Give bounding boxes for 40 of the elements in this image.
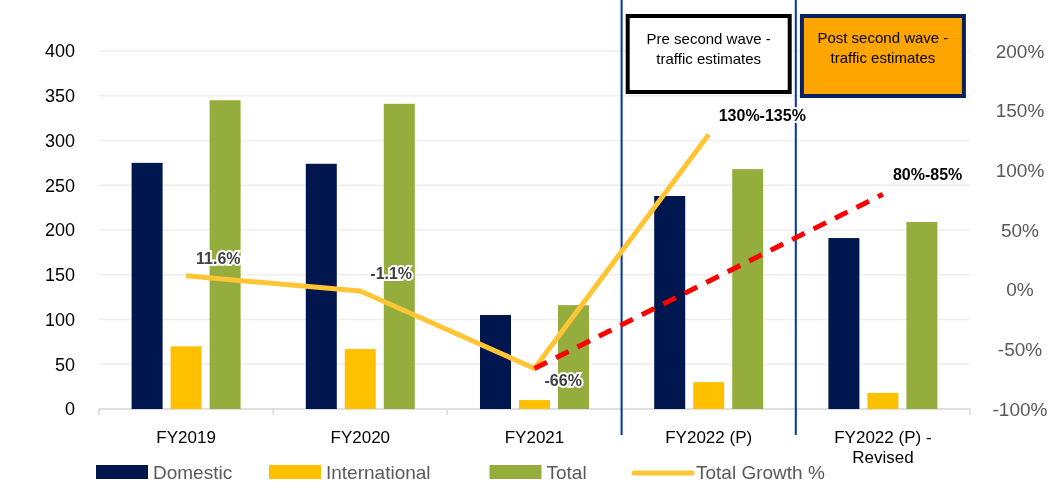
y-tick-label: 50	[54, 354, 75, 375]
y-tick-label: 350	[44, 86, 75, 107]
x-tick-label: FY2020	[330, 428, 391, 447]
band-label: Post second wave - traffic estimates	[817, 29, 949, 66]
bar	[828, 238, 860, 409]
y2-tick-label: 50%	[1000, 219, 1040, 241]
band-label: Pre second wave - traffic estimates	[646, 30, 771, 67]
y2-tick-label: -100%	[992, 398, 1048, 420]
y2-tick-label: 200%	[995, 40, 1045, 62]
y-tick-label: 300	[44, 130, 75, 151]
x-tick-label: FY2021	[504, 428, 565, 447]
data-label: 80%-85%	[892, 166, 963, 184]
bar	[519, 400, 550, 409]
x-tick-label: FY2022 (P) - Revised	[834, 428, 932, 467]
y-tick-label: 150	[44, 265, 75, 286]
bar	[654, 195, 686, 409]
bar	[693, 382, 725, 409]
y-tick-label: 250	[44, 175, 75, 196]
bar	[867, 392, 899, 409]
bar	[344, 349, 376, 409]
y2-tick-label: 100%	[995, 159, 1045, 181]
bar	[170, 346, 202, 409]
bar	[131, 162, 163, 409]
y-tick-label: 200	[44, 220, 75, 241]
y-tick-label: 400	[44, 41, 75, 62]
bar	[305, 163, 337, 409]
legend-label: Domestic	[153, 462, 233, 483]
y2-tick-label: 150%	[995, 100, 1045, 122]
y-tick-label: 100	[44, 309, 75, 330]
y2-tick-label: 0%	[1006, 279, 1034, 301]
x-tick-label: FY2022 (P)	[665, 428, 753, 447]
bar	[906, 221, 938, 409]
y2-tick-label: -50%	[997, 338, 1043, 360]
bar	[480, 315, 511, 409]
legend-label: Total	[546, 462, 587, 483]
legend-label: Total Growth %	[696, 462, 825, 483]
x-tick-label: FY2019	[156, 428, 216, 447]
y-tick-label: 0	[64, 399, 75, 420]
bar	[732, 169, 764, 409]
legend-label: International	[326, 462, 431, 483]
